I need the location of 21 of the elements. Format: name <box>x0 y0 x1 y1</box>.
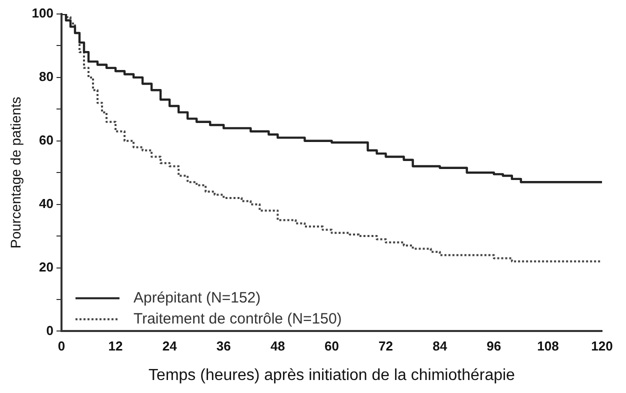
x-tick-label: 120 <box>591 338 613 354</box>
x-tick-label: 96 <box>486 338 502 354</box>
x-tick-label: 72 <box>378 338 394 354</box>
y-tick-label: 40 <box>39 196 54 211</box>
y-tick-label: 60 <box>39 132 54 148</box>
x-tick-label: 36 <box>216 338 231 354</box>
x-tick-label: 24 <box>162 338 178 354</box>
x-tick-label: 12 <box>108 338 123 354</box>
x-tick-label: 60 <box>324 338 339 354</box>
y-tick-label: 0 <box>46 322 54 338</box>
x-tick-label: 108 <box>537 338 559 354</box>
x-tick-label: 48 <box>270 338 285 354</box>
y-tick-label: 100 <box>32 6 54 21</box>
x-axis-title: Temps (heures) après initiation de la chimiothérapie <box>148 366 516 384</box>
y-axis-title: Pourcentage de patients <box>7 96 24 248</box>
x-tick-label: 84 <box>432 338 448 354</box>
y-tick-label: 80 <box>39 69 54 84</box>
x-tick-label: 0 <box>58 338 66 354</box>
legend-label: Aprépitant (N=152) <box>133 289 261 306</box>
legend-label: Traitement de contrôle (N=150) <box>133 310 342 328</box>
y-tick-label: 20 <box>39 259 54 274</box>
